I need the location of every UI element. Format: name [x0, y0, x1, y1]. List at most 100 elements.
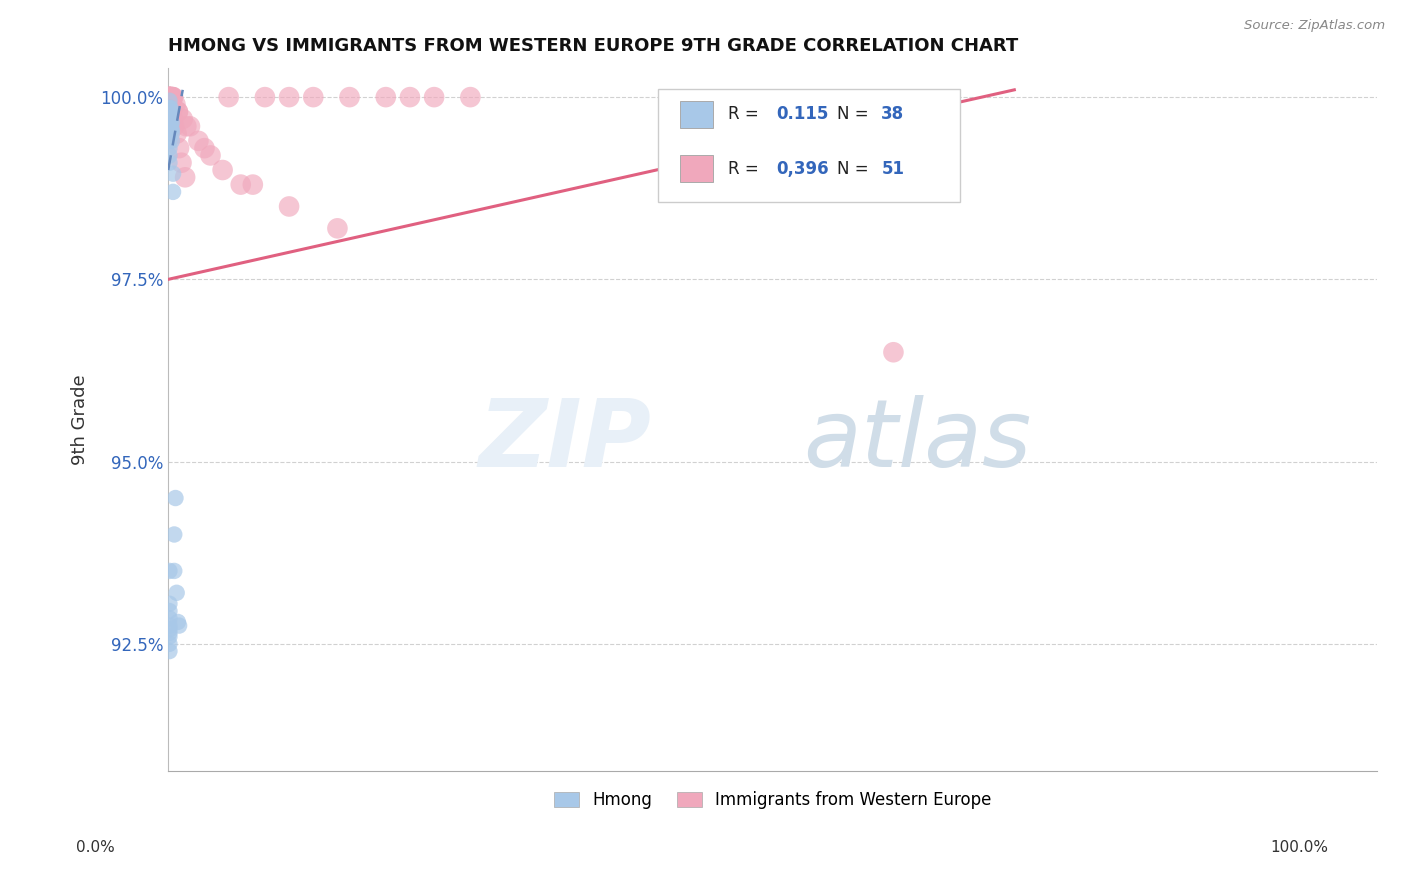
Point: [211, 163, 233, 178]
Point: [157, 637, 180, 651]
Point: [160, 90, 183, 104]
Point: [159, 108, 181, 122]
Point: [882, 345, 904, 359]
Point: [157, 134, 180, 148]
Point: [162, 167, 184, 181]
Point: [166, 127, 188, 141]
Point: [162, 90, 184, 104]
Point: [176, 120, 198, 134]
Point: [157, 626, 180, 640]
Point: [159, 90, 181, 104]
Point: [399, 90, 422, 104]
Point: [157, 90, 180, 104]
Text: 100.0%: 100.0%: [1271, 840, 1329, 855]
Y-axis label: 9th Grade: 9th Grade: [72, 375, 89, 465]
Point: [159, 101, 181, 115]
Point: [157, 618, 180, 632]
Point: [242, 178, 264, 192]
Point: [157, 90, 180, 104]
Point: [167, 104, 190, 119]
Point: [160, 90, 183, 104]
Point: [278, 199, 301, 213]
Text: 51: 51: [882, 160, 904, 178]
Point: [200, 148, 222, 162]
Point: [159, 104, 181, 119]
Point: [374, 90, 396, 104]
Point: [157, 90, 180, 104]
Point: [157, 604, 180, 618]
Point: [159, 97, 181, 112]
Text: 0.115: 0.115: [776, 105, 828, 123]
Text: R =: R =: [728, 160, 759, 178]
Point: [193, 141, 215, 155]
Point: [157, 115, 180, 129]
Point: [160, 115, 183, 129]
Point: [163, 527, 186, 541]
Point: [159, 90, 181, 104]
Point: [167, 104, 190, 119]
Point: [157, 90, 180, 104]
Point: [157, 630, 180, 644]
Point: [174, 170, 197, 185]
FancyBboxPatch shape: [658, 89, 960, 202]
Point: [157, 141, 180, 155]
Point: [157, 148, 180, 162]
Point: [157, 101, 180, 115]
Point: [157, 564, 180, 578]
FancyBboxPatch shape: [679, 155, 713, 182]
Point: [167, 141, 190, 155]
Point: [157, 90, 180, 104]
Text: N =: N =: [837, 105, 869, 123]
Point: [157, 597, 180, 611]
Point: [157, 622, 180, 636]
Point: [163, 120, 186, 134]
Point: [460, 90, 482, 104]
Point: [166, 586, 188, 600]
Point: [163, 564, 186, 578]
Point: [157, 90, 180, 104]
Point: [157, 90, 180, 104]
Point: [253, 90, 276, 104]
Point: [159, 123, 181, 137]
Point: [162, 112, 184, 126]
Point: [423, 90, 446, 104]
Point: [160, 104, 183, 119]
Point: [157, 155, 180, 169]
Text: atlas: atlas: [803, 395, 1032, 486]
Point: [162, 185, 184, 199]
Point: [157, 123, 180, 137]
Text: 0,396: 0,396: [776, 160, 828, 178]
Point: [167, 618, 190, 632]
Point: [162, 90, 184, 104]
Point: [160, 123, 183, 137]
Text: R =: R =: [728, 105, 759, 123]
Point: [159, 112, 181, 126]
Text: 38: 38: [882, 105, 904, 123]
Point: [157, 94, 180, 108]
Point: [165, 491, 187, 505]
Point: [157, 644, 180, 658]
Point: [165, 97, 187, 112]
Point: [157, 108, 180, 122]
Point: [339, 90, 361, 104]
Point: [157, 90, 180, 104]
Text: HMONG VS IMMIGRANTS FROM WESTERN EUROPE 9TH GRADE CORRELATION CHART: HMONG VS IMMIGRANTS FROM WESTERN EUROPE …: [169, 37, 1018, 55]
Text: Source: ZipAtlas.com: Source: ZipAtlas.com: [1244, 19, 1385, 31]
Point: [159, 90, 181, 104]
Point: [278, 90, 301, 104]
Point: [187, 134, 209, 148]
Point: [167, 615, 190, 629]
Point: [157, 611, 180, 625]
Point: [160, 134, 183, 148]
Point: [159, 90, 181, 104]
Text: N =: N =: [837, 160, 869, 178]
Point: [157, 90, 180, 104]
Point: [160, 127, 183, 141]
Point: [172, 112, 194, 126]
Point: [229, 178, 252, 192]
Legend: Hmong, Immigrants from Western Europe: Hmong, Immigrants from Western Europe: [547, 784, 998, 816]
Point: [326, 221, 349, 235]
Text: 0.0%: 0.0%: [76, 840, 115, 855]
Point: [159, 120, 181, 134]
Point: [179, 120, 201, 134]
